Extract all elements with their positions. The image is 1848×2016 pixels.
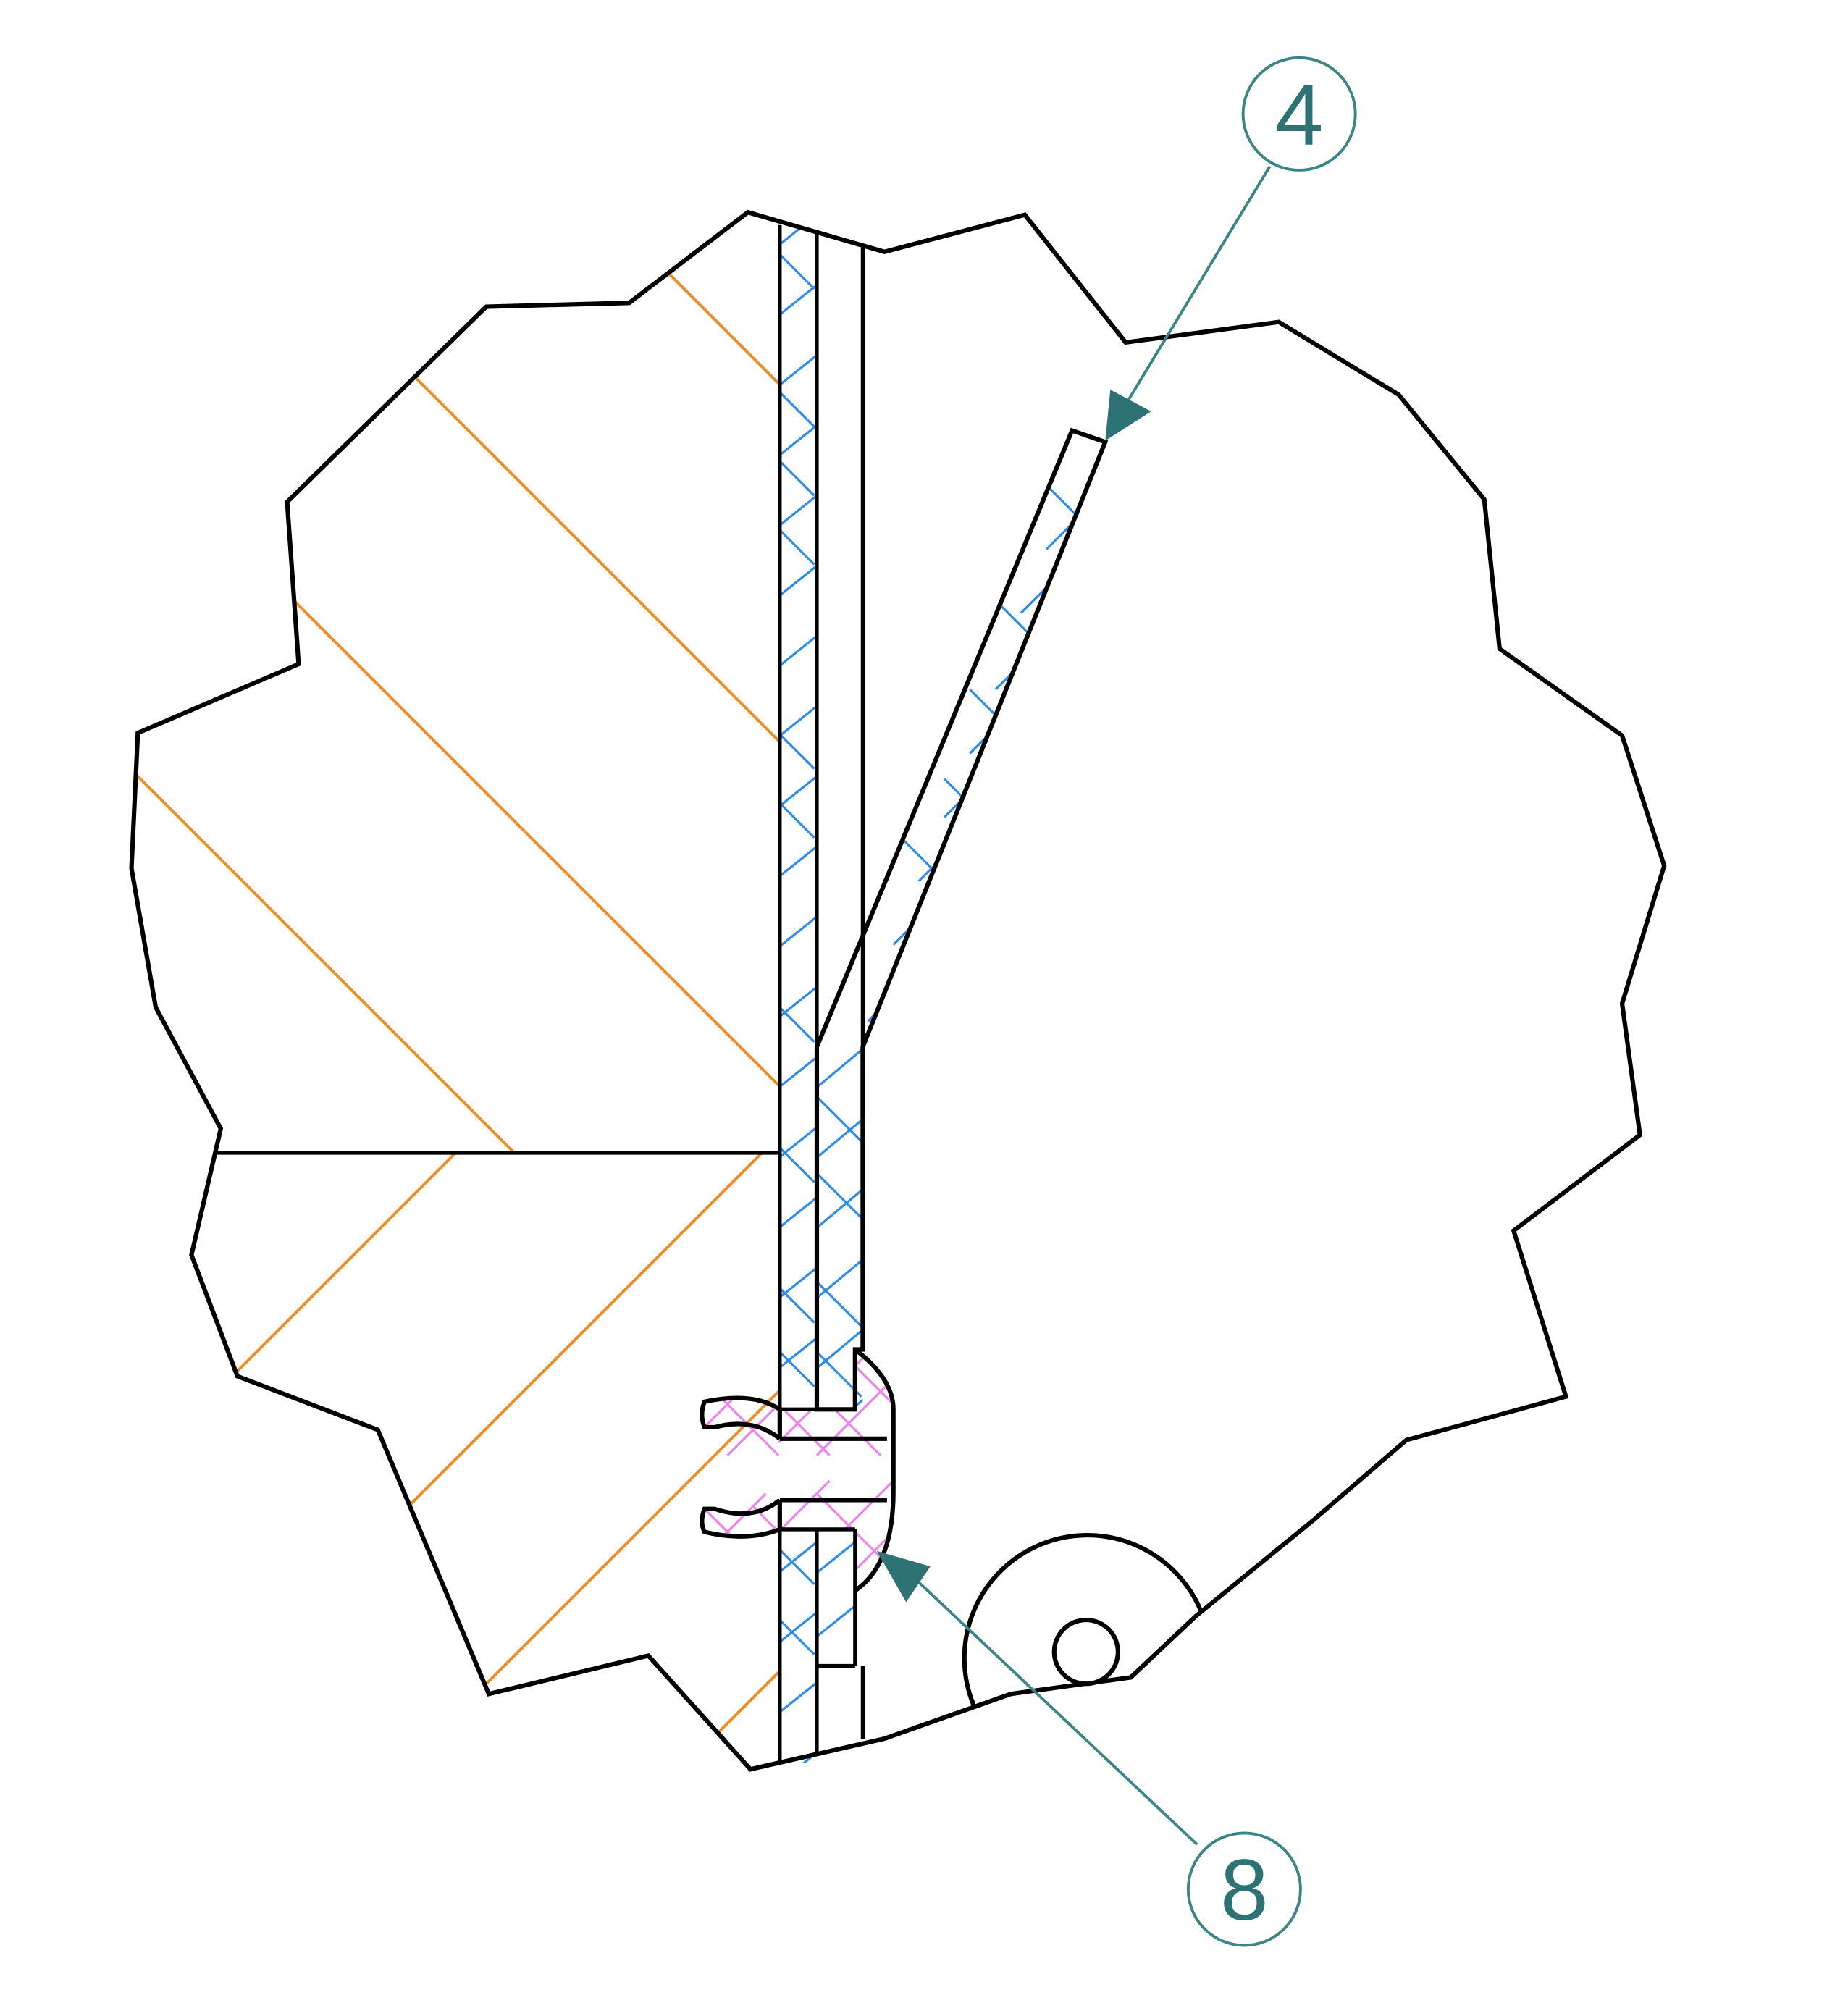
balloon-4 — [1241, 56, 1357, 172]
leader-arrowhead-8 — [876, 1550, 931, 1603]
callout-8: 8 — [876, 1550, 1302, 1947]
roller-body — [962, 1533, 1204, 1707]
fastener-clip — [700, 1348, 896, 1593]
balloon-8 — [1186, 1831, 1302, 1947]
roller-pin — [1051, 1618, 1120, 1687]
blue-hatch-strip-inner — [816, 1046, 863, 1410]
balloon-4-label: 4 — [1275, 67, 1324, 164]
blue-hatch-strip-outer — [779, 224, 817, 1410]
blue-hatch-flap — [816, 430, 1106, 1047]
balloon-8-label: 8 — [1220, 1842, 1269, 1939]
leader-line-8 — [907, 1571, 1198, 1846]
blue-hatch-strip-inner-low — [816, 1531, 855, 1666]
callout-4: 4 — [1105, 56, 1357, 441]
blue-hatch-strip-outer-low — [779, 1531, 817, 1763]
leader-arrowhead-4 — [1105, 390, 1151, 441]
break-outline — [129, 209, 1667, 1772]
panel-layers — [778, 224, 865, 1763]
leader-line-4 — [1122, 165, 1272, 410]
orange-hatch-upper — [131, 212, 780, 1154]
